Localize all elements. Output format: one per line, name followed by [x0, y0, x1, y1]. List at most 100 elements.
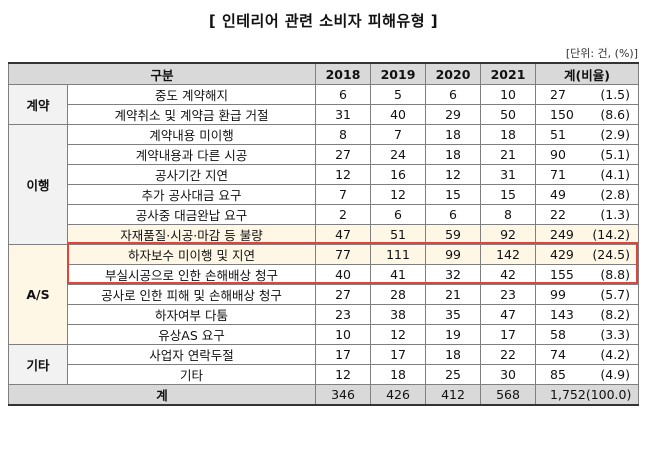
- value-cell: 40: [370, 104, 427, 125]
- total-cell: 58 (3.3): [535, 324, 640, 345]
- value-cell: 10: [480, 84, 537, 105]
- value-cell: 27: [315, 144, 372, 165]
- value-cell: 6: [425, 84, 482, 105]
- table-title: [ 인테리어 관련 소비자 피해유형 ]: [208, 12, 439, 30]
- value-cell: 42: [480, 264, 537, 285]
- total-cell: 99 (5.7): [535, 284, 640, 305]
- value-cell: 12: [370, 184, 427, 205]
- value-cell: 18: [425, 144, 482, 165]
- total-cell: 249 (14.2): [535, 224, 640, 245]
- item-cell: 공사중 대금완납 요구: [66, 204, 317, 225]
- value-cell: 32: [425, 264, 482, 285]
- value-cell: 10: [315, 324, 372, 345]
- total-cell: 49 (2.8): [535, 184, 640, 205]
- header-total: 계(비율): [535, 62, 640, 85]
- value-cell: 18: [425, 124, 482, 145]
- value-cell: 59: [425, 224, 482, 245]
- total-value-cell: 346: [315, 384, 372, 406]
- total-cell: 74 (4.2): [535, 344, 640, 365]
- header-year: 2020: [425, 62, 482, 85]
- value-cell: 142: [480, 244, 537, 265]
- table-row: 기타 사업자 연락두절 17 17 18 22 74 (4.2): [8, 344, 640, 385]
- item-cell: 공사로 인한 피해 및 손해배상 청구: [66, 284, 317, 305]
- grand-total-cell: 1,752 (100.0): [535, 384, 640, 406]
- value-cell: 23: [315, 304, 372, 325]
- value-cell: 2: [315, 204, 372, 225]
- value-cell: 23: [480, 284, 537, 305]
- value-cell: 31: [315, 104, 372, 125]
- total-count: 71: [550, 167, 566, 182]
- total-row: 계 346 426 412 568 1,752 (100.0): [7, 384, 640, 406]
- total-count: 74: [550, 347, 566, 362]
- value-cell: 6: [315, 84, 372, 105]
- value-cell: 29: [425, 104, 482, 125]
- table-row: 부실시공으로 인한 손해배상 청구 40 41 32 42 155 (8.8): [9, 264, 640, 285]
- value-cell: 17: [480, 324, 537, 345]
- total-count: 51: [550, 127, 566, 142]
- total-count: 99: [550, 287, 566, 302]
- value-cell: 8: [480, 204, 537, 225]
- value-cell: 7: [370, 124, 427, 145]
- total-percent: (2.9): [600, 127, 631, 142]
- total-cell: 51 (2.9): [535, 124, 640, 145]
- item-cell: 기타: [66, 364, 317, 385]
- grand-total-count: 1,752: [550, 387, 586, 402]
- item-cell: 자재품질·시공·마감 등 불량: [66, 224, 317, 245]
- value-cell: 18: [480, 124, 537, 145]
- value-cell: 47: [480, 304, 537, 325]
- total-cell: 27 (1.5): [535, 84, 640, 105]
- table-row: 공사기간 지연 12 16 12 31 71 (4.1): [9, 164, 640, 185]
- category-cell: 기타: [8, 344, 68, 385]
- total-count: 49: [550, 187, 566, 202]
- item-cell: 계약내용 미이행: [66, 124, 317, 145]
- value-cell: 38: [370, 304, 427, 325]
- item-cell: 하자여부 다툼: [66, 304, 317, 325]
- total-count: 85: [550, 367, 566, 382]
- item-cell: 유상AS 요구: [66, 324, 317, 345]
- total-label: 계: [7, 384, 317, 406]
- value-cell: 111: [370, 244, 427, 265]
- total-value-cell: 568: [480, 384, 537, 406]
- value-cell: 12: [315, 164, 372, 185]
- value-cell: 15: [425, 184, 482, 205]
- table-row: 공사로 인한 피해 및 손해배상 청구 27 28 21 23 99 (5.7): [9, 284, 640, 305]
- table-row: 추가 공사대금 요구 7 12 15 15 49 (2.8): [9, 184, 640, 205]
- total-cell: 143 (8.2): [535, 304, 640, 325]
- value-cell: 6: [425, 204, 482, 225]
- value-cell: 77: [315, 244, 372, 265]
- value-cell: 6: [370, 204, 427, 225]
- item-cell: 추가 공사대금 요구: [66, 184, 317, 205]
- value-cell: 19: [425, 324, 482, 345]
- total-count: 249: [550, 227, 574, 242]
- value-cell: 8: [315, 124, 372, 145]
- value-cell: 12: [370, 324, 427, 345]
- total-cell: 429 (24.5): [535, 244, 640, 265]
- value-cell: 7: [315, 184, 372, 205]
- total-count: 58: [550, 327, 566, 342]
- table-row: 공사중 대금완납 요구 2 6 6 8 22 (1.3): [9, 204, 640, 225]
- total-percent: (3.3): [600, 327, 631, 342]
- value-cell: 16: [370, 164, 427, 185]
- value-cell: 92: [480, 224, 537, 245]
- value-cell: 35: [425, 304, 482, 325]
- grand-total-percent: (100.0): [585, 387, 632, 402]
- value-cell: 12: [315, 364, 372, 385]
- value-cell: 18: [425, 344, 482, 365]
- value-cell: 40: [315, 264, 372, 285]
- value-cell: 24: [370, 144, 427, 165]
- total-percent: (5.1): [600, 147, 631, 162]
- total-percent: (24.5): [592, 247, 631, 262]
- total-percent: (4.2): [600, 347, 631, 362]
- item-cell: 중도 계약해지: [66, 84, 317, 105]
- total-percent: (2.8): [600, 187, 631, 202]
- table-row: 자재품질·시공·마감 등 불량 47 51 59 92 249 (14.2): [9, 224, 640, 245]
- value-cell: 17: [370, 344, 427, 365]
- item-cell: 부실시공으로 인한 손해배상 청구: [66, 264, 317, 285]
- table-row: 이행 계약내용 미이행 8 7 18 18 51 (2.9): [8, 124, 640, 245]
- value-cell: 41: [370, 264, 427, 285]
- value-cell: 21: [425, 284, 482, 305]
- value-cell: 18: [370, 364, 427, 385]
- value-cell: 22: [480, 344, 537, 365]
- table-row: 계약 중도 계약해지 6 5 6 10 27 (1.5): [8, 84, 640, 125]
- table-row: 계약내용과 다른 시공 27 24 18 21 90 (5.1): [9, 144, 640, 165]
